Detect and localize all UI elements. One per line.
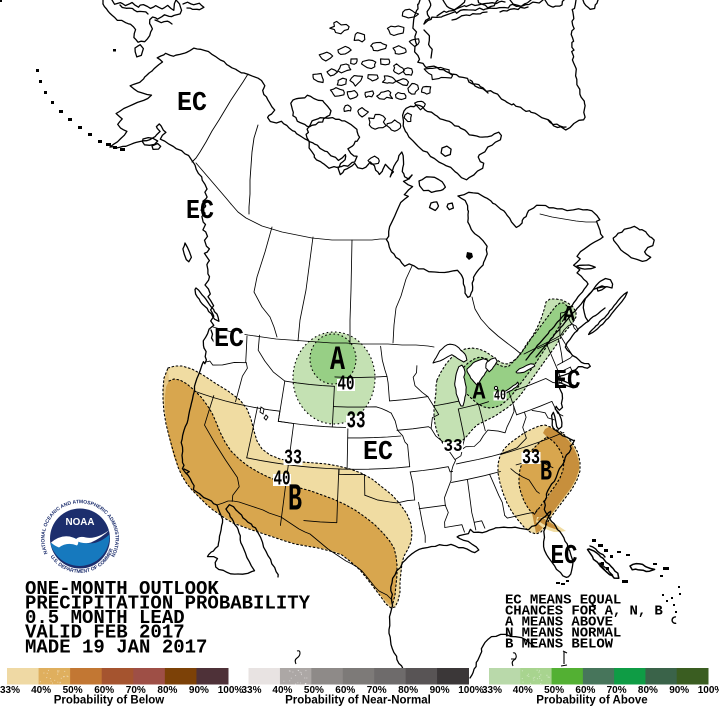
svg-text:80%: 80%	[638, 685, 658, 696]
svg-text:33%: 33%	[482, 685, 502, 696]
svg-text:Probability of Above: Probability of Above	[536, 695, 647, 707]
svg-text:100%: 100%	[218, 685, 244, 696]
svg-text:ONE-MONTH OUTLOOK: ONE-MONTH OUTLOOK	[25, 578, 219, 600]
svg-text:N MEANS NORMAL: N MEANS NORMAL	[505, 625, 621, 641]
svg-text:70%: 70%	[126, 685, 146, 696]
svg-text:33: 33	[347, 409, 366, 436]
svg-text:MADE 19 JAN 2017: MADE 19 JAN 2017	[25, 636, 207, 658]
svg-text:40%: 40%	[513, 685, 533, 696]
svg-text:70%: 70%	[367, 685, 387, 696]
svg-text:CHANCES FOR A, N, B: CHANCES FOR A, N, B	[505, 603, 663, 619]
svg-text:33: 33	[284, 448, 302, 471]
svg-text:90%: 90%	[669, 685, 689, 696]
svg-text:100%: 100%	[698, 685, 719, 696]
svg-text:40: 40	[494, 388, 506, 405]
svg-text:EC: EC	[551, 542, 578, 572]
svg-text:A: A	[330, 342, 345, 380]
svg-text:50%: 50%	[63, 685, 83, 696]
svg-text:40: 40	[274, 469, 291, 492]
svg-text:Probability of Below: Probability of Below	[54, 695, 165, 707]
svg-text:40%: 40%	[31, 685, 51, 696]
svg-text:EC: EC	[554, 367, 581, 397]
svg-text:NOAA: NOAA	[66, 516, 95, 528]
svg-text:50%: 50%	[544, 685, 564, 696]
svg-text:A: A	[473, 380, 487, 407]
svg-text:33: 33	[522, 446, 540, 471]
svg-text:100%: 100%	[458, 685, 484, 696]
svg-text:EC MEANS EQUAL: EC MEANS EQUAL	[505, 592, 621, 608]
svg-text:VALID FEB 2017: VALID FEB 2017	[25, 622, 185, 644]
svg-text:EC: EC	[186, 197, 214, 227]
svg-text:40%: 40%	[272, 685, 292, 696]
svg-text:90%: 90%	[430, 685, 450, 696]
svg-text:EC: EC	[214, 325, 244, 355]
svg-text:33%: 33%	[0, 685, 20, 696]
svg-text:40: 40	[338, 374, 355, 397]
svg-text:A: A	[563, 303, 576, 328]
svg-text:60%: 60%	[335, 685, 355, 696]
svg-text:80%: 80%	[398, 685, 418, 696]
svg-text:Probability of Near-Normal: Probability of Near-Normal	[285, 695, 431, 707]
svg-text:33: 33	[444, 437, 463, 457]
svg-text:EC: EC	[177, 89, 207, 119]
svg-text:50%: 50%	[304, 685, 324, 696]
svg-text:B: B	[288, 479, 302, 522]
svg-text:A MEANS ABOVE: A MEANS ABOVE	[505, 614, 613, 630]
svg-text:33%: 33%	[241, 685, 261, 696]
svg-text:90%: 90%	[189, 685, 209, 696]
svg-text:B: B	[540, 456, 552, 489]
svg-text:PRECIPITATION PROBABILITY: PRECIPITATION PROBABILITY	[25, 593, 311, 615]
svg-text:70%: 70%	[607, 685, 627, 696]
svg-text:60%: 60%	[575, 685, 595, 696]
svg-text:60%: 60%	[94, 685, 114, 696]
svg-text:B MEANS BELOW: B MEANS BELOW	[505, 637, 614, 653]
svg-text:0.5 MONTH LEAD: 0.5 MONTH LEAD	[25, 607, 185, 629]
svg-text:EC: EC	[363, 438, 393, 468]
svg-text:80%: 80%	[157, 685, 177, 696]
